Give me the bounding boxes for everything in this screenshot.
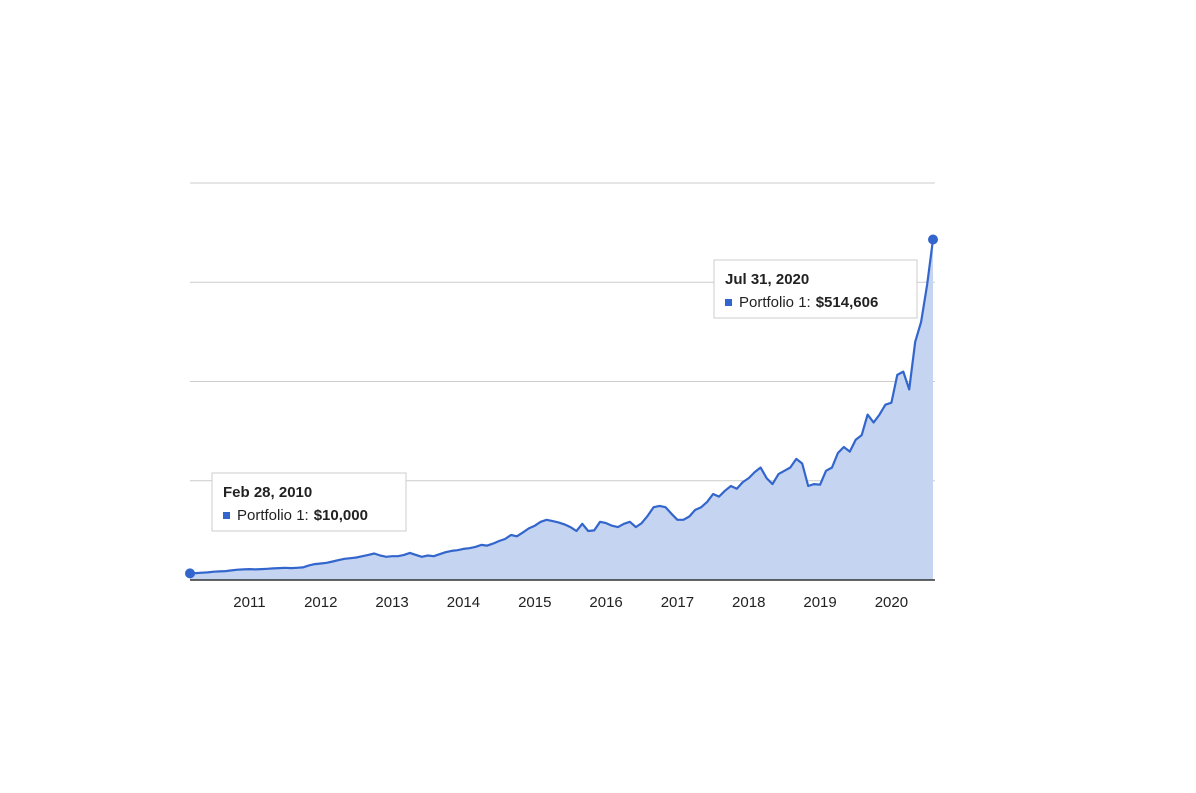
x-tick-label: 2015	[518, 594, 551, 611]
tooltip-value: $10,000	[314, 507, 368, 524]
line	[189, 239, 935, 575]
x-tick-label: 2017	[661, 594, 694, 611]
x-tick-label: 2011	[233, 594, 265, 611]
tooltip: Jul 31, 2020 Portfolio 1: $514,606	[713, 259, 918, 319]
tooltip-label: Portfolio 1:	[237, 507, 309, 524]
tooltip: Feb 28, 2010 Portfolio 1: $10,000	[211, 472, 407, 532]
point-marker	[185, 568, 195, 579]
x-tick-label: 2014	[447, 594, 480, 611]
tooltip-label: Portfolio 1:	[739, 294, 811, 311]
x-tick-label: 2013	[375, 594, 408, 611]
tooltip-value: $514,606	[816, 294, 879, 311]
tooltip-title: Feb 28, 2010	[223, 484, 312, 501]
area	[190, 239, 933, 580]
x-tick-label: 2020	[875, 594, 908, 611]
tooltip-swatch	[223, 512, 230, 519]
tooltip-box	[211, 472, 407, 532]
tooltip-swatch	[725, 299, 732, 306]
x-tick-label: 2012	[304, 594, 337, 611]
point-marker	[928, 234, 938, 245]
tooltip-box	[713, 259, 918, 319]
x-tick-label: 2019	[803, 594, 836, 611]
x-tick-label: 2016	[589, 594, 622, 611]
x-tick-label: 2018	[732, 594, 765, 611]
tooltip-title: Jul 31, 2020	[725, 271, 809, 288]
